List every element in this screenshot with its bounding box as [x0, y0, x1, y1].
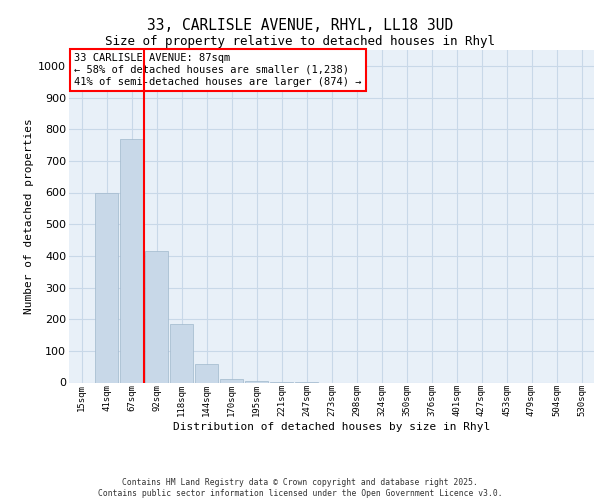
Bar: [194, 364, 218, 382]
X-axis label: Distribution of detached houses by size in Rhyl: Distribution of detached houses by size …: [173, 422, 490, 432]
Bar: [119, 138, 143, 382]
Text: Size of property relative to detached houses in Rhyl: Size of property relative to detached ho…: [105, 35, 495, 48]
Text: 33, CARLISLE AVENUE, RHYL, LL18 3UD: 33, CARLISLE AVENUE, RHYL, LL18 3UD: [147, 18, 453, 32]
Bar: [145, 251, 169, 382]
Bar: [245, 381, 268, 382]
Text: Contains HM Land Registry data © Crown copyright and database right 2025.
Contai: Contains HM Land Registry data © Crown c…: [98, 478, 502, 498]
Bar: [170, 324, 193, 382]
Bar: [95, 192, 118, 382]
Text: 33 CARLISLE AVENUE: 87sqm
← 58% of detached houses are smaller (1,238)
41% of se: 33 CARLISLE AVENUE: 87sqm ← 58% of detac…: [74, 54, 362, 86]
Bar: [220, 380, 244, 382]
Y-axis label: Number of detached properties: Number of detached properties: [24, 118, 34, 314]
